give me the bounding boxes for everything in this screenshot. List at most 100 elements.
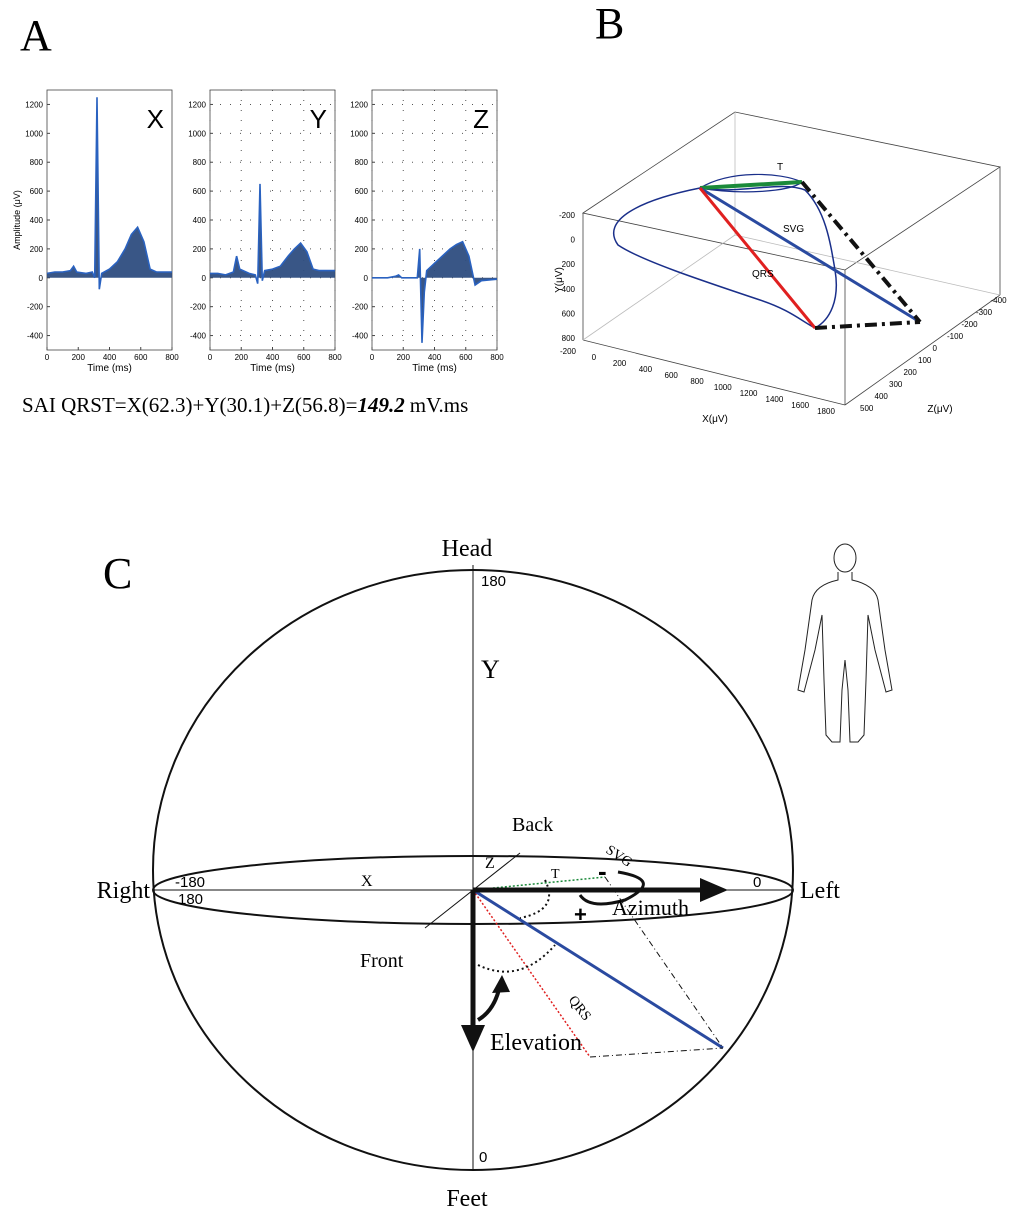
y-tick-label: 800 [562, 334, 576, 343]
y-tick-label: 200 [355, 245, 369, 254]
label: Elevation [490, 1030, 582, 1056]
y-tick-label: 600 [30, 187, 44, 196]
x-tick-label: 200 [235, 353, 249, 362]
elevation-arc [478, 945, 555, 972]
y-tick-label: 400 [193, 216, 207, 225]
y-tick-label: 1000 [25, 129, 43, 138]
z-tick-label: 300 [889, 380, 903, 389]
label: Head [442, 536, 493, 562]
y-tick-label: -200 [352, 303, 369, 312]
figure: A B C SAI QRST=X(62.3)+Y(30.1)+Z(56.8)=1… [0, 0, 1011, 1213]
y-tick-label: 1200 [188, 100, 206, 109]
z-tick-label: -100 [947, 332, 964, 341]
y-tick-label: 0 [39, 274, 44, 283]
dash-line [802, 182, 920, 322]
vector-label: T [777, 162, 783, 173]
x-tick-label: -200 [560, 347, 577, 356]
formula-unit: mV.ms [410, 393, 469, 417]
dash-line [815, 322, 920, 328]
x-tick-label: 600 [459, 353, 473, 362]
y-tick-label: -400 [190, 332, 207, 341]
chart-title: Y [310, 104, 327, 134]
z-tick-label: 0 [933, 344, 938, 353]
x-tick-label: 1200 [740, 389, 758, 398]
z-tick-label: -200 [962, 320, 979, 329]
y-tick-label: 1200 [25, 100, 43, 109]
vector-label: QRS [752, 269, 774, 280]
y-tick-label: 0 [364, 274, 369, 283]
y-tick-label: 1000 [188, 129, 206, 138]
y-tick-label: 600 [562, 309, 576, 318]
y-tick-label: -200 [27, 303, 44, 312]
x-axis-label: Time (ms) [87, 363, 132, 374]
x-tick-label: 0 [592, 353, 597, 362]
arrow-head [492, 975, 510, 993]
x-tick-label: 800 [165, 353, 179, 362]
y-tick-label: 0 [571, 236, 576, 245]
x-tick-label: 1600 [791, 401, 809, 410]
y-tick-label: 400 [30, 216, 44, 225]
label: 0 [479, 1149, 487, 1166]
x-tick-label: 800 [690, 377, 704, 386]
label: X [361, 873, 373, 890]
label: -180 [175, 874, 205, 891]
x-tick-label: 800 [328, 353, 342, 362]
y-tick-label: 0 [202, 274, 207, 283]
chart-title: Z [473, 104, 489, 134]
x-tick-label: 400 [639, 365, 653, 374]
y-tick-label: 200 [193, 245, 207, 254]
page: A B C SAI QRST=X(62.3)+Y(30.1)+Z(56.8)=1… [0, 0, 1011, 1213]
body-figure [798, 544, 892, 742]
label: Azimuth [612, 895, 689, 920]
x-tick-label: 0 [208, 353, 213, 362]
arrow-head [461, 1025, 485, 1052]
label: 0 [753, 874, 761, 891]
x-tick-label: 600 [134, 353, 148, 362]
label: - [598, 856, 607, 886]
y-tick-label: 800 [193, 158, 207, 167]
y-tick-label: 1200 [350, 100, 368, 109]
label: Back [512, 814, 553, 836]
azimuth-arc [520, 880, 549, 918]
x-tick-label: 0 [370, 353, 375, 362]
vcg-loop [614, 186, 837, 328]
dash-line [590, 1048, 723, 1057]
z-tick-label: 400 [875, 392, 889, 401]
formula-text: SAI QRST=X(62.3)+Y(30.1)+Z(56.8)= [22, 393, 358, 417]
y-tick-label: -400 [27, 332, 44, 341]
x-tick-label: 800 [490, 353, 504, 362]
z-tick-label: 100 [918, 356, 932, 365]
y-tick-label: 1000 [350, 129, 368, 138]
label: SVG [603, 843, 635, 871]
svg-vector [700, 188, 920, 322]
x-tick-label: 200 [397, 353, 411, 362]
label: Left [800, 878, 840, 904]
y-tick-label: 800 [355, 158, 369, 167]
y-tick-label: 400 [562, 285, 576, 294]
y-tick-label: 200 [30, 245, 44, 254]
x-tick-label: 600 [297, 353, 311, 362]
label: 180 [481, 573, 506, 590]
label: Right [97, 878, 151, 904]
label: + [574, 902, 587, 927]
y-tick-label: 200 [562, 260, 576, 269]
y-tick-label: -400 [352, 332, 369, 341]
y-tick-label: 600 [193, 187, 207, 196]
qrs-vector [700, 188, 815, 328]
x-tick-label: 200 [613, 359, 627, 368]
label: Feet [446, 1186, 488, 1212]
x-tick-label: 1800 [817, 407, 835, 416]
x-tick-label: 0 [45, 353, 50, 362]
x-axis-label: Time (ms) [412, 363, 457, 374]
y-tick-label: 400 [355, 216, 369, 225]
line [372, 242, 497, 343]
vector-label: SVG [783, 224, 804, 235]
chart-title: X [147, 104, 164, 134]
label: QRS [565, 993, 594, 1024]
panel-label: B [595, 0, 624, 48]
z-tick-label: -400 [991, 296, 1008, 305]
y-tick-label: -200 [190, 303, 207, 312]
line [210, 184, 335, 284]
formula-result: 149.2 [358, 393, 406, 417]
z-tick-label: 500 [860, 404, 874, 413]
